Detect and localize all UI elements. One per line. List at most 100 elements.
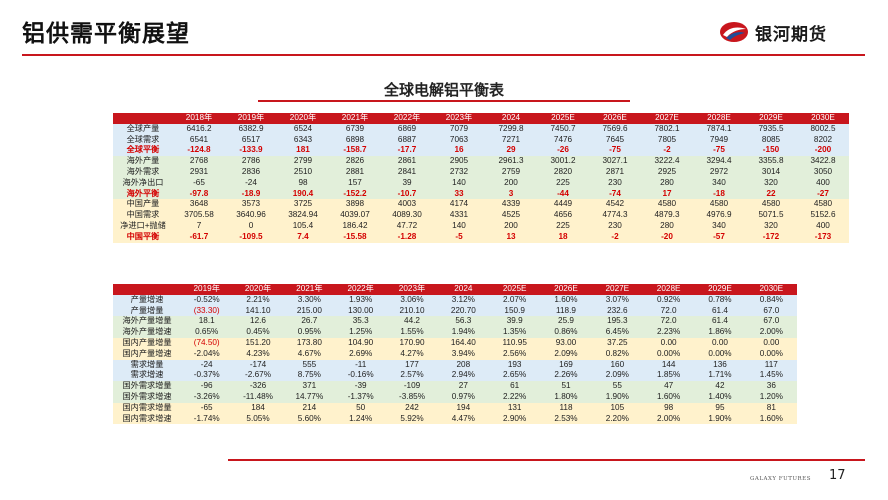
table-cell: 4339	[485, 199, 537, 211]
row-label: 国外需求增速	[113, 391, 182, 403]
table-cell: 26.7	[283, 316, 336, 328]
table-cell: 3573	[225, 199, 277, 211]
table-cell: 2799	[277, 156, 329, 167]
table-cell: 141.10	[232, 305, 284, 317]
table-cell: 0.78%	[694, 294, 746, 306]
table-cell: 2.56%	[489, 348, 541, 360]
table-cell: (33.30)	[181, 305, 233, 317]
table-cell: 2.07%	[489, 294, 541, 306]
table-row: 中国平衡 -61.7 -109.5 7.4 -15.58 -1.28 -5 13 18 -2 -20…	[113, 231, 849, 243]
table-cell: 6541	[173, 134, 225, 146]
table-cell: 3	[485, 188, 537, 200]
table-cell: -173	[797, 231, 849, 243]
table-cell: 2931	[173, 166, 225, 178]
galaxy-logo-icon	[720, 22, 748, 42]
table-cell: 2.69%	[335, 348, 387, 360]
table-cell: 3.94%	[437, 348, 489, 360]
table-cell: 0.86%	[540, 327, 592, 338]
table-cell: 118.9	[540, 305, 592, 317]
table-cell: 47	[642, 381, 695, 392]
footer-brand: GALAXY FUTURES	[750, 476, 811, 482]
table-cell: -1.37%	[335, 391, 387, 403]
table-cell: 3014	[745, 166, 797, 178]
year-header-cell: 2022年	[335, 284, 387, 295]
table-cell: 4580	[693, 199, 745, 211]
table-row: 海外产量增速 0.65% 0.45% 0.95% 1.25% 1.55% 1.94% 1.35…	[113, 327, 797, 338]
table-cell: 169	[540, 359, 592, 371]
table-cell: 8.75%	[283, 370, 336, 382]
table-cell: 2871	[589, 166, 641, 178]
table-cell: 39.9	[489, 316, 541, 328]
table-cell: 1.24%	[335, 413, 387, 425]
table-cell: 208	[437, 359, 489, 371]
table-cell: 2.00%	[745, 327, 797, 338]
table-cell: -326	[232, 381, 284, 392]
year-header-cell: 2022年	[381, 113, 433, 124]
table-cell: 3294.4	[693, 156, 745, 167]
table-cell: 2.26%	[540, 370, 592, 382]
table-cell: 2.00%	[642, 413, 695, 425]
table-cell: -11	[335, 359, 387, 371]
table-cell: 2905	[433, 156, 485, 167]
table-cell: 118	[540, 402, 592, 414]
table-cell: 1.60%	[745, 413, 797, 425]
table-cell: 2.57%	[386, 370, 438, 382]
table-cell: 61.4	[694, 316, 746, 328]
table-cell: 0.97%	[437, 391, 489, 403]
table-cell: 25.9	[540, 316, 592, 328]
table-cell: 1.90%	[591, 391, 643, 403]
table-cell: 1.35%	[489, 327, 541, 338]
table-cell: 1.94%	[437, 327, 489, 338]
table-cell: 131	[489, 402, 541, 414]
table-cell: 4.47%	[437, 413, 489, 425]
table-cell: 0	[225, 220, 277, 232]
table-cell: 177	[386, 359, 438, 371]
table-cell: 67.0	[745, 316, 797, 328]
table-cell: 4039.07	[329, 210, 381, 221]
table-cell: 1.86%	[694, 327, 746, 338]
table-cell: 1.85%	[642, 370, 695, 382]
table-cell: 4580	[641, 199, 693, 211]
table-cell: 42	[694, 381, 746, 392]
table-cell: 280	[641, 220, 693, 232]
table-cell: 2.21%	[232, 294, 284, 306]
table-row: 海外平衡 -97.8 -18.9 190.4 -152.2 -10.7 33 3 -44 -74 1…	[113, 188, 849, 200]
table-cell: -158.7	[329, 145, 381, 157]
table-cell: 2881	[329, 166, 381, 178]
table-cell: 140	[433, 177, 485, 189]
table-cell: 7805	[641, 134, 693, 146]
table-cell: 8002.5	[797, 123, 849, 135]
table-cell: 6869	[381, 123, 433, 135]
table-row: 海外产量增量 18.1 12.6 26.7 35.3 44.2 56.3 39.9 25.9 19…	[113, 316, 797, 328]
table-cell: 320	[745, 177, 797, 189]
row-label: 国内产量增量	[113, 337, 182, 349]
table-cell: 1.93%	[335, 294, 387, 306]
year-header-cell: 2025E	[537, 113, 589, 124]
table-cell: 2.94%	[437, 370, 489, 382]
header-corner-cell	[113, 284, 182, 295]
table-cell: -44	[537, 188, 589, 200]
table-row: 全球需求 6541 6517 6343 6898 6887 7063 7271 7476 7645…	[113, 134, 849, 146]
table-cell: 195.3	[591, 316, 643, 328]
table-cell: 56.3	[437, 316, 489, 328]
table-cell: 1.60%	[540, 294, 592, 306]
year-header-cell: 2019年	[225, 113, 277, 124]
table-cell: 1.20%	[745, 391, 797, 403]
row-label: 国外需求增量	[113, 381, 182, 392]
table-row: 国内需求增速 -1.74% 5.05% 5.60% 1.24% 5.92% 4.47% 2.9…	[113, 413, 797, 425]
table-cell: 194	[437, 402, 489, 414]
table-cell: -172	[745, 231, 797, 243]
table-cell: 4525	[485, 210, 537, 221]
table-row: 国内需求增量 -65 184 214 50 242 194 131 118 105 98 95 81	[113, 402, 797, 414]
table-cell: 2768	[173, 156, 225, 167]
table-cell: 72.0	[642, 305, 695, 317]
table-cell: 7802.1	[641, 123, 693, 135]
table-row: 国外需求增量 -96 -326 371 -39 -109 27 61 51 55 47 42 36	[113, 381, 797, 392]
table-cell: 2.90%	[489, 413, 541, 425]
table-cell: -1.74%	[181, 413, 233, 425]
table-cell: 7476	[537, 134, 589, 146]
table-cell: -39	[335, 381, 387, 392]
table-cell: 7063	[433, 134, 485, 146]
table-cell: 95	[694, 402, 746, 414]
table-cell: -0.52%	[181, 294, 233, 306]
